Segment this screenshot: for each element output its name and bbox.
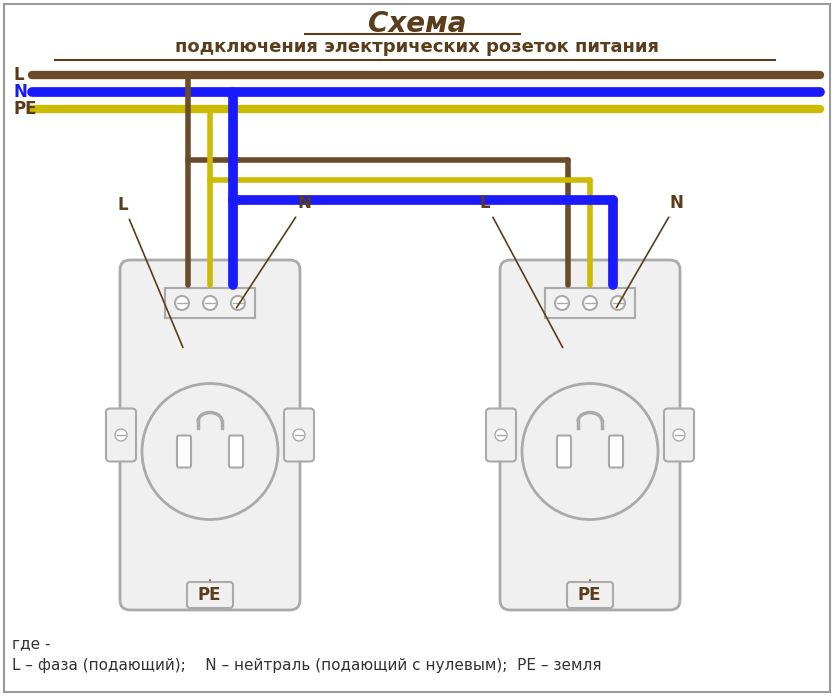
- Text: N: N: [237, 194, 312, 308]
- Text: PE: PE: [14, 100, 38, 118]
- Circle shape: [673, 429, 685, 441]
- Circle shape: [583, 296, 597, 310]
- FancyBboxPatch shape: [229, 436, 243, 468]
- Circle shape: [142, 383, 278, 519]
- Text: L: L: [118, 196, 183, 347]
- Text: L – фаза (подающий);    N – нейтраль (подающий с нулевым);  PE – земля: L – фаза (подающий); N – нейтраль (подаю…: [12, 658, 601, 673]
- FancyBboxPatch shape: [284, 409, 314, 461]
- Text: N: N: [14, 83, 28, 101]
- FancyBboxPatch shape: [120, 260, 300, 610]
- FancyBboxPatch shape: [567, 582, 613, 608]
- Text: где -: где -: [12, 636, 51, 651]
- Text: L: L: [480, 194, 563, 347]
- FancyBboxPatch shape: [187, 582, 233, 608]
- FancyBboxPatch shape: [609, 436, 623, 468]
- Circle shape: [293, 429, 305, 441]
- Text: подключения электрических розеток питания: подключения электрических розеток питани…: [175, 38, 659, 56]
- Text: PE: PE: [198, 580, 222, 604]
- Circle shape: [115, 429, 127, 441]
- FancyBboxPatch shape: [664, 409, 694, 461]
- Circle shape: [555, 296, 569, 310]
- Circle shape: [175, 296, 189, 310]
- Circle shape: [203, 296, 217, 310]
- Circle shape: [611, 296, 625, 310]
- Text: L: L: [14, 66, 25, 84]
- Circle shape: [231, 296, 245, 310]
- FancyBboxPatch shape: [165, 288, 255, 318]
- FancyBboxPatch shape: [545, 288, 635, 318]
- FancyBboxPatch shape: [106, 409, 136, 461]
- Circle shape: [495, 429, 507, 441]
- FancyBboxPatch shape: [557, 436, 571, 468]
- FancyBboxPatch shape: [486, 409, 516, 461]
- Text: Схема: Схема: [368, 10, 466, 38]
- Circle shape: [522, 383, 658, 519]
- Text: N: N: [616, 194, 684, 308]
- FancyBboxPatch shape: [500, 260, 680, 610]
- Text: PE: PE: [578, 580, 601, 604]
- FancyBboxPatch shape: [177, 436, 191, 468]
